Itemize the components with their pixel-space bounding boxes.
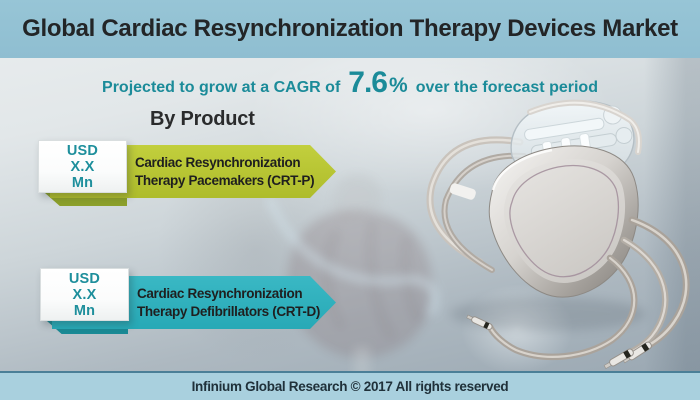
crtd-label-line2: Therapy Defibrillators (CRT-D) bbox=[137, 303, 321, 319]
crtp-value-box: USD X.X Mn bbox=[38, 140, 127, 193]
crtp-value-amount: X.X bbox=[70, 158, 95, 175]
cagr-suffix-text: over the forecast period bbox=[415, 79, 598, 96]
crtp-value-currency: USD bbox=[66, 142, 99, 159]
lead-tip bbox=[603, 348, 634, 369]
section-heading-by-product: By Product bbox=[150, 108, 255, 130]
page-title: Global Cardiac Resynchronization Therapy… bbox=[22, 15, 678, 42]
crtp-value-unit: Mn bbox=[71, 174, 94, 191]
cagr-prefix-text: Projected to grow at a CAGR of bbox=[102, 79, 341, 96]
lead-tip bbox=[466, 314, 493, 331]
cagr-subtitle: Projected to grow at a CAGR of 7.6 % ove… bbox=[0, 66, 700, 102]
crtd-value-currency: USD bbox=[68, 270, 101, 287]
crtd-value-unit: Mn bbox=[73, 302, 96, 319]
cagr-percent-sign: % bbox=[389, 74, 408, 97]
crtd-label-line1: Cardiac Resynchronization bbox=[137, 285, 303, 301]
title-bar: Global Cardiac Resynchronization Therapy… bbox=[0, 0, 700, 58]
lead-tip bbox=[622, 341, 652, 364]
crtp-label-line1: Cardiac Resynchronization bbox=[135, 154, 301, 170]
crt-device-image bbox=[380, 90, 700, 380]
crtd-value-amount: X.X bbox=[72, 286, 97, 303]
cagr-value: 7.6 bbox=[348, 66, 388, 99]
heart-xray-background bbox=[262, 162, 472, 377]
crtp-label-line2: Therapy Pacemakers (CRT-P) bbox=[135, 172, 315, 188]
footer-bar: Infinium Global Research © 2017 All righ… bbox=[0, 371, 700, 400]
copyright-text: Infinium Global Research © 2017 All righ… bbox=[191, 379, 509, 394]
crtd-value-box: USD X.X Mn bbox=[40, 268, 129, 321]
